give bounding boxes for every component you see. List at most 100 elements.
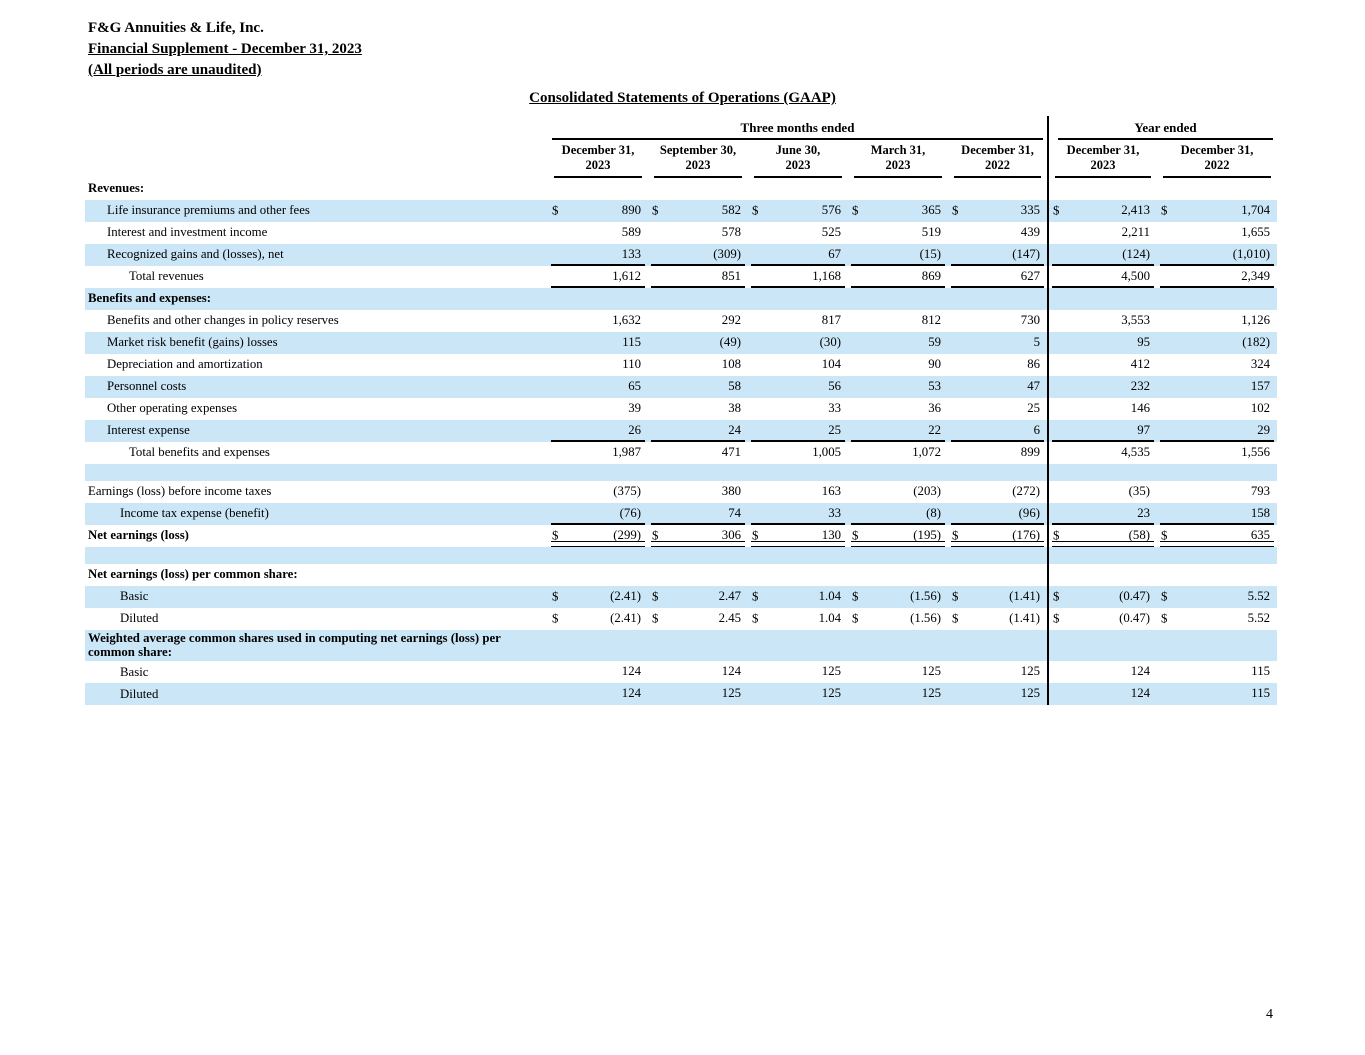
cell-value: (15) xyxy=(848,243,948,266)
row-label: Benefits and expenses: xyxy=(85,287,548,310)
cell-value xyxy=(548,178,648,200)
column-header-year: 2023 xyxy=(685,157,711,172)
dollar-sign: $ xyxy=(552,528,559,542)
cell-value: $ (1.41) xyxy=(952,611,1040,625)
cell-value: 412 xyxy=(1047,353,1157,376)
dollar-sign: $ xyxy=(652,589,659,603)
row-label: Depreciation and amortization xyxy=(107,357,263,372)
cell-value: 65 xyxy=(548,375,648,398)
cell-value: 125 xyxy=(921,664,941,679)
row-label: Personnel costs xyxy=(85,375,548,398)
cell-value: 95 xyxy=(1047,331,1157,354)
cell-value: 33 xyxy=(748,502,848,525)
cell-value: $ (0.47) xyxy=(1047,607,1157,630)
cell-value: 115 xyxy=(1157,682,1278,705)
cell-value xyxy=(748,287,848,310)
row-label: Interest expense xyxy=(85,419,548,442)
cell-value: $2,413 xyxy=(1047,199,1157,222)
cell-value xyxy=(948,564,1048,586)
cell-value: (30) xyxy=(748,331,848,354)
cell-value: 58 xyxy=(648,375,748,398)
statement-table-body: Revenues: Life insurance premiums and oth… xyxy=(85,177,1278,705)
column-header-year: 2023 xyxy=(785,157,811,172)
cell-value: $5.52 xyxy=(1161,611,1271,625)
spacer-row xyxy=(85,463,1278,481)
cell-value: 39 xyxy=(628,401,641,415)
cell-value xyxy=(548,287,648,310)
cell-value: 22 xyxy=(848,419,948,442)
dollar-sign: $ xyxy=(752,611,759,625)
column-header-row: December 31, 2023 September 30, 2023 June … xyxy=(85,140,1277,178)
group-header-row: Three months ended Year ended xyxy=(85,116,1278,140)
cell-value xyxy=(1047,463,1157,481)
group-header-label: Three months ended xyxy=(552,120,1043,140)
cell-value: 97 xyxy=(1047,419,1157,442)
cell-value: 23 xyxy=(1047,502,1157,525)
cell-value: 125 xyxy=(1020,664,1040,679)
statement-row: Basic $ (2.41) $2.47 $1.04 $ (1.56) $ (1.41) $ (0.… xyxy=(85,585,1278,608)
cell-value xyxy=(1157,463,1278,481)
operations-table: Three months ended Year ended December 3… xyxy=(85,116,1278,705)
cell-value: 1,168 xyxy=(748,266,848,288)
cell-value: 67 xyxy=(748,243,848,266)
statement-row: Diluted $ (2.41) $2.45 $1.04 $ (1.56) $ (1.41) $(… xyxy=(85,607,1277,630)
cell-value: (76) xyxy=(548,502,648,525)
cell-value: 851 xyxy=(648,266,748,288)
cell-value: 817 xyxy=(821,313,841,327)
dollar-sign: $ xyxy=(652,611,659,625)
cell-value: 125 xyxy=(821,664,841,679)
cell-value: 124 xyxy=(1047,660,1157,683)
dollar-sign: $ xyxy=(1053,528,1060,542)
row-label: Diluted xyxy=(85,682,548,705)
cell-value: (203) xyxy=(913,484,941,498)
cell-value xyxy=(648,629,748,661)
cell-value: 124 xyxy=(621,664,641,679)
cell-value xyxy=(748,546,848,564)
cell-value xyxy=(748,564,848,586)
cell-value: 110 xyxy=(622,357,641,371)
cell-value: 1,987 xyxy=(612,445,641,459)
statement-row: Other operating expenses 39 38 33 36 25 146 102 xyxy=(85,397,1277,420)
supplement-title: Financial Supplement - December 31, 2023 xyxy=(88,41,362,57)
cell-value: (182) xyxy=(1157,331,1278,354)
dollar-sign: $ xyxy=(552,203,559,217)
cell-value xyxy=(948,546,1048,564)
cell-value: 104 xyxy=(821,357,841,371)
cell-value: 124 xyxy=(721,664,741,679)
dollar-sign: $ xyxy=(952,611,959,625)
cell-value xyxy=(848,564,948,586)
cell-value: 578 xyxy=(721,225,741,239)
cell-value: $ (176) xyxy=(948,525,1048,547)
cell-value: 869 xyxy=(848,266,948,288)
row-label xyxy=(85,546,548,564)
cell-value xyxy=(548,629,648,661)
company-name: F&G Annuities & Life, Inc. xyxy=(88,20,264,36)
cell-value: $635 xyxy=(1157,525,1277,547)
dollar-sign: $ xyxy=(752,203,759,217)
document-header: F&G Annuities & Life, Inc. Financial Sup… xyxy=(88,18,362,81)
cell-value xyxy=(948,463,1048,481)
row-label: Basic xyxy=(120,664,149,679)
cell-value: (124) xyxy=(1047,243,1157,266)
row-label: Net earnings (loss) per common share: xyxy=(88,567,298,582)
cell-value: 5 xyxy=(948,331,1048,354)
cell-value: $ (1.41) xyxy=(948,585,1048,608)
row-label: Total revenues xyxy=(129,269,204,284)
cell-value: 115 xyxy=(1251,664,1271,679)
cell-value: (375) xyxy=(613,484,641,498)
column-header-year: 2022 xyxy=(985,157,1010,172)
row-label: Life insurance premiums and other fees xyxy=(85,199,548,222)
column-header-date: June 30, xyxy=(775,143,821,157)
unaudited-note: (All periods are unaudited) xyxy=(88,62,262,78)
cell-value: 1,005 xyxy=(812,445,841,459)
cell-value xyxy=(648,178,748,200)
cell-value: 24 xyxy=(648,419,748,442)
row-label: Market risk benefit (gains) losses xyxy=(85,331,548,354)
cell-value xyxy=(1047,563,1157,586)
dollar-sign: $ xyxy=(752,528,759,542)
row-label: Weighted average common shares used in c… xyxy=(85,629,548,661)
cell-value xyxy=(1047,287,1157,310)
cell-value xyxy=(948,629,1048,661)
dollar-sign: $ xyxy=(652,203,659,217)
cell-value: 53 xyxy=(848,375,948,398)
